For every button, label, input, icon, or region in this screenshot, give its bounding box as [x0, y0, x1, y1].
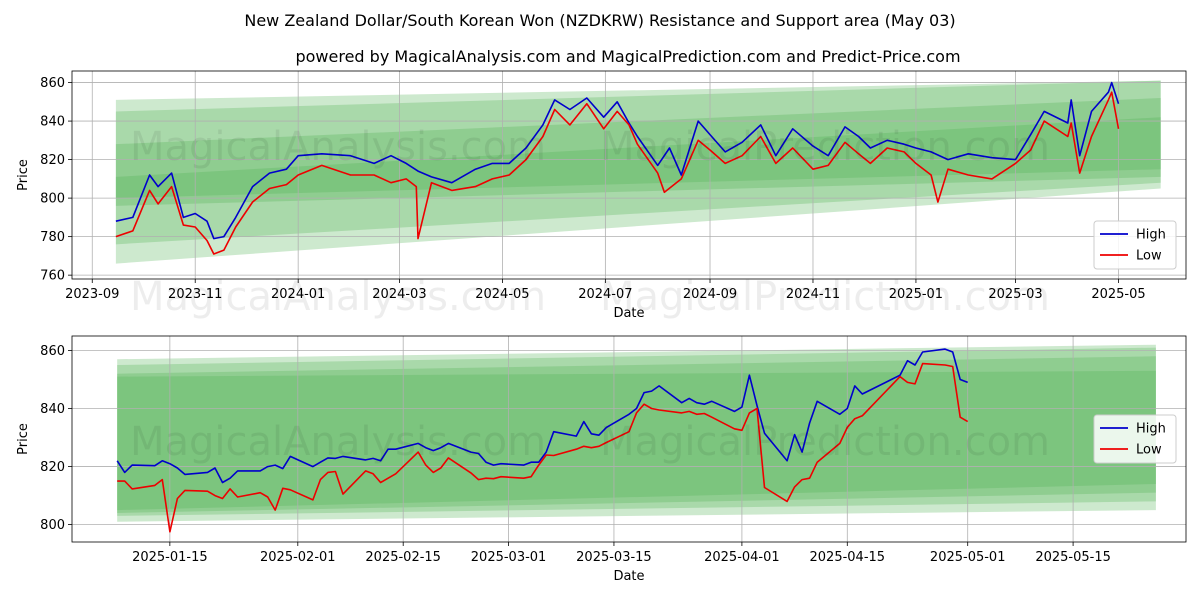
x-tick-label: 2025-02-15 — [365, 550, 441, 565]
x-tick-label: 2025-03-15 — [576, 550, 652, 565]
watermark: MagicalAnalysis.com — [130, 274, 546, 320]
x-tick-label: 2025-03 — [988, 287, 1042, 302]
x-tick-label: 2025-04-01 — [704, 550, 780, 565]
legend: High Low — [1093, 220, 1177, 270]
y-tick-label: 800 — [40, 518, 65, 533]
legend-label-high: High — [1136, 228, 1166, 243]
x-tick-label: 2025-05-01 — [930, 550, 1006, 565]
y-tick-label: 780 — [40, 230, 65, 245]
x-tick-label: 2025-01-15 — [132, 550, 208, 565]
band-3 — [115, 97, 1161, 206]
x-tick-label: 2025-02-01 — [260, 550, 336, 565]
bottom-chart-panel: 2025-01-15 2025-02-01 2025-02-15 2025-03-01… — [16, 335, 1187, 584]
grid — [72, 336, 1186, 542]
y-tick-label: 800 — [40, 192, 65, 207]
x-tick-label: 2024-11 — [786, 287, 840, 302]
x-axis-label: Date — [613, 306, 644, 321]
y-tick-label: 840 — [40, 115, 65, 130]
x-tick-label: 2024-03 — [372, 287, 426, 302]
band-2 — [115, 80, 1161, 245]
top-chart-panel: 2023-09 2023-11 2024-01 2024-03 2024-05 2024-… — [16, 70, 1187, 321]
band-3 — [117, 356, 1156, 513]
x-tick-label: 2023-11 — [168, 287, 222, 302]
series-line-low — [115, 91, 1120, 255]
y-tick-label: 820 — [40, 460, 65, 475]
x-tick-label: 2025-05 — [1091, 287, 1145, 302]
watermark: MagicalPrediction.com — [600, 274, 1050, 320]
x-axis-label: Date — [613, 569, 644, 584]
y-axis-label: Price — [16, 423, 31, 455]
x-tick-label: 2025-03-01 — [471, 550, 547, 565]
support-resistance-bands — [117, 344, 1156, 522]
support-resistance-bands — [115, 80, 1161, 264]
band-4 — [115, 117, 1161, 199]
x-tick-label: 2024-09 — [683, 287, 737, 302]
y-tick-label: 820 — [40, 153, 65, 168]
chart-title: New Zealand Dollar/South Korean Won (NZD… — [244, 11, 955, 30]
grid — [72, 71, 1186, 279]
y-tick-label: 840 — [40, 402, 65, 417]
x-tick-label: 2025-04-15 — [810, 550, 886, 565]
watermark: MagicalPrediction.com — [600, 419, 1050, 465]
chart-subtitle: powered by MagicalAnalysis.com and Magic… — [295, 47, 960, 66]
watermark: MagicalPrediction.com — [600, 124, 1050, 170]
series-line-high — [116, 348, 968, 484]
x-tick-label: 2024-07 — [578, 287, 632, 302]
legend-label-low: Low — [1136, 249, 1162, 264]
band-4 — [117, 370, 1156, 511]
x-tick-label: 2023-09 — [65, 287, 119, 302]
watermark: MagicalAnalysis.com — [130, 124, 546, 170]
legend: High Low — [1093, 414, 1177, 464]
y-tick-label: 860 — [40, 344, 65, 359]
band-2 — [117, 347, 1156, 516]
y-tick-label: 760 — [40, 269, 65, 284]
legend-box — [1093, 220, 1177, 270]
y-axis-label: Price — [16, 159, 31, 191]
y-tick-label: 860 — [40, 76, 65, 91]
watermark: MagicalAnalysis.com — [130, 419, 546, 465]
legend-label-low: Low — [1136, 443, 1162, 458]
legend-box — [1093, 414, 1177, 464]
x-tick-label: 2024-01 — [271, 287, 325, 302]
x-tick-label: 2024-05 — [475, 287, 529, 302]
x-tick-label: 2025-01 — [889, 287, 943, 302]
series-line-low — [117, 362, 969, 533]
x-tick-label: 2025-05-15 — [1035, 550, 1111, 565]
plot-frame — [71, 70, 1187, 280]
band-1 — [115, 80, 1161, 264]
plot-frame — [71, 335, 1187, 543]
legend-label-high: High — [1136, 422, 1166, 437]
series-line-high — [115, 81, 1120, 240]
